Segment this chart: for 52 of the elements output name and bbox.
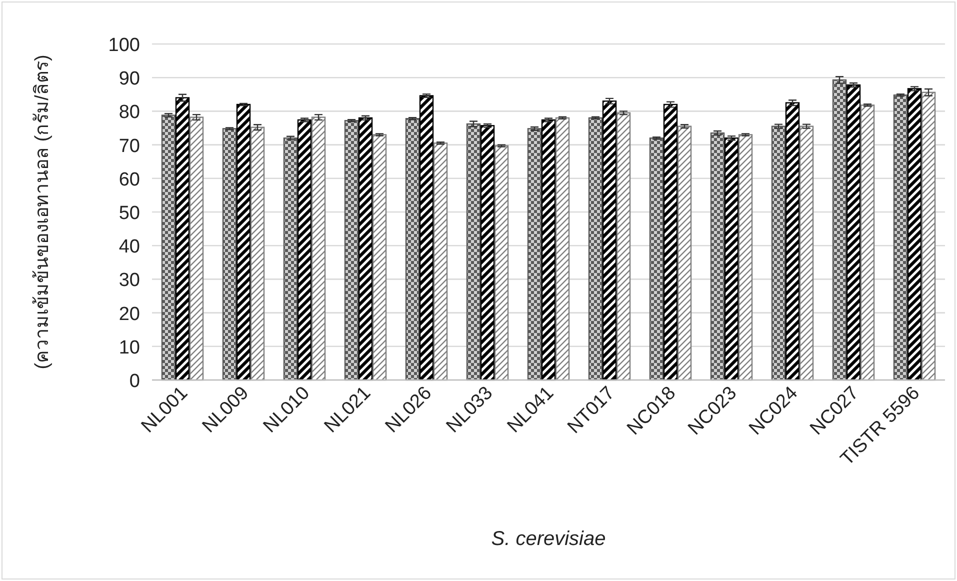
bar [724, 137, 739, 381]
y-tick-label: 60 [118, 169, 140, 190]
bar [588, 117, 603, 381]
bar [236, 104, 251, 381]
bar [494, 145, 509, 381]
bar [677, 126, 692, 381]
bar [466, 123, 481, 381]
bar [616, 112, 631, 381]
bar [738, 134, 753, 381]
bar [433, 142, 448, 381]
bar [799, 126, 814, 381]
bar [480, 125, 495, 381]
bar [663, 104, 678, 381]
bar [283, 137, 298, 381]
y-tick-label: 70 [118, 136, 140, 157]
bar [710, 132, 725, 381]
bar [771, 126, 786, 381]
bar [344, 120, 359, 381]
bar [311, 116, 326, 381]
bar [372, 134, 387, 381]
bar [893, 94, 908, 381]
x-axis-title: S. cerevisiae [491, 528, 606, 550]
y-tick-label: 10 [118, 337, 140, 358]
y-tick-label: 80 [118, 102, 140, 124]
bar [832, 79, 847, 381]
bar [541, 119, 556, 381]
bar [602, 100, 617, 381]
bar [860, 104, 875, 381]
bar [161, 114, 176, 381]
bar [189, 116, 204, 381]
y-tick-label: 40 [118, 236, 140, 258]
y-tick-label: 90 [118, 68, 140, 90]
bar [907, 88, 922, 381]
bar [222, 128, 237, 381]
bar [785, 102, 800, 381]
y-tick-label: 20 [118, 304, 140, 325]
y-axis-title: (ความเข้มข้นของเอทานอล (กรัม/ลิตร) [32, 54, 53, 370]
y-tick-label: 30 [118, 270, 140, 292]
bar [846, 84, 861, 381]
bar [527, 128, 542, 381]
bar [250, 126, 265, 381]
bar [297, 119, 312, 381]
bar [175, 97, 190, 381]
y-tick-label: 100 [108, 35, 140, 56]
bar [921, 92, 936, 381]
y-tick-label: 50 [118, 203, 140, 224]
bar [358, 117, 373, 381]
y-tick-label: 0 [129, 371, 140, 392]
bar [555, 117, 570, 381]
bar [419, 95, 434, 381]
bar [405, 118, 420, 381]
bar [649, 137, 664, 381]
